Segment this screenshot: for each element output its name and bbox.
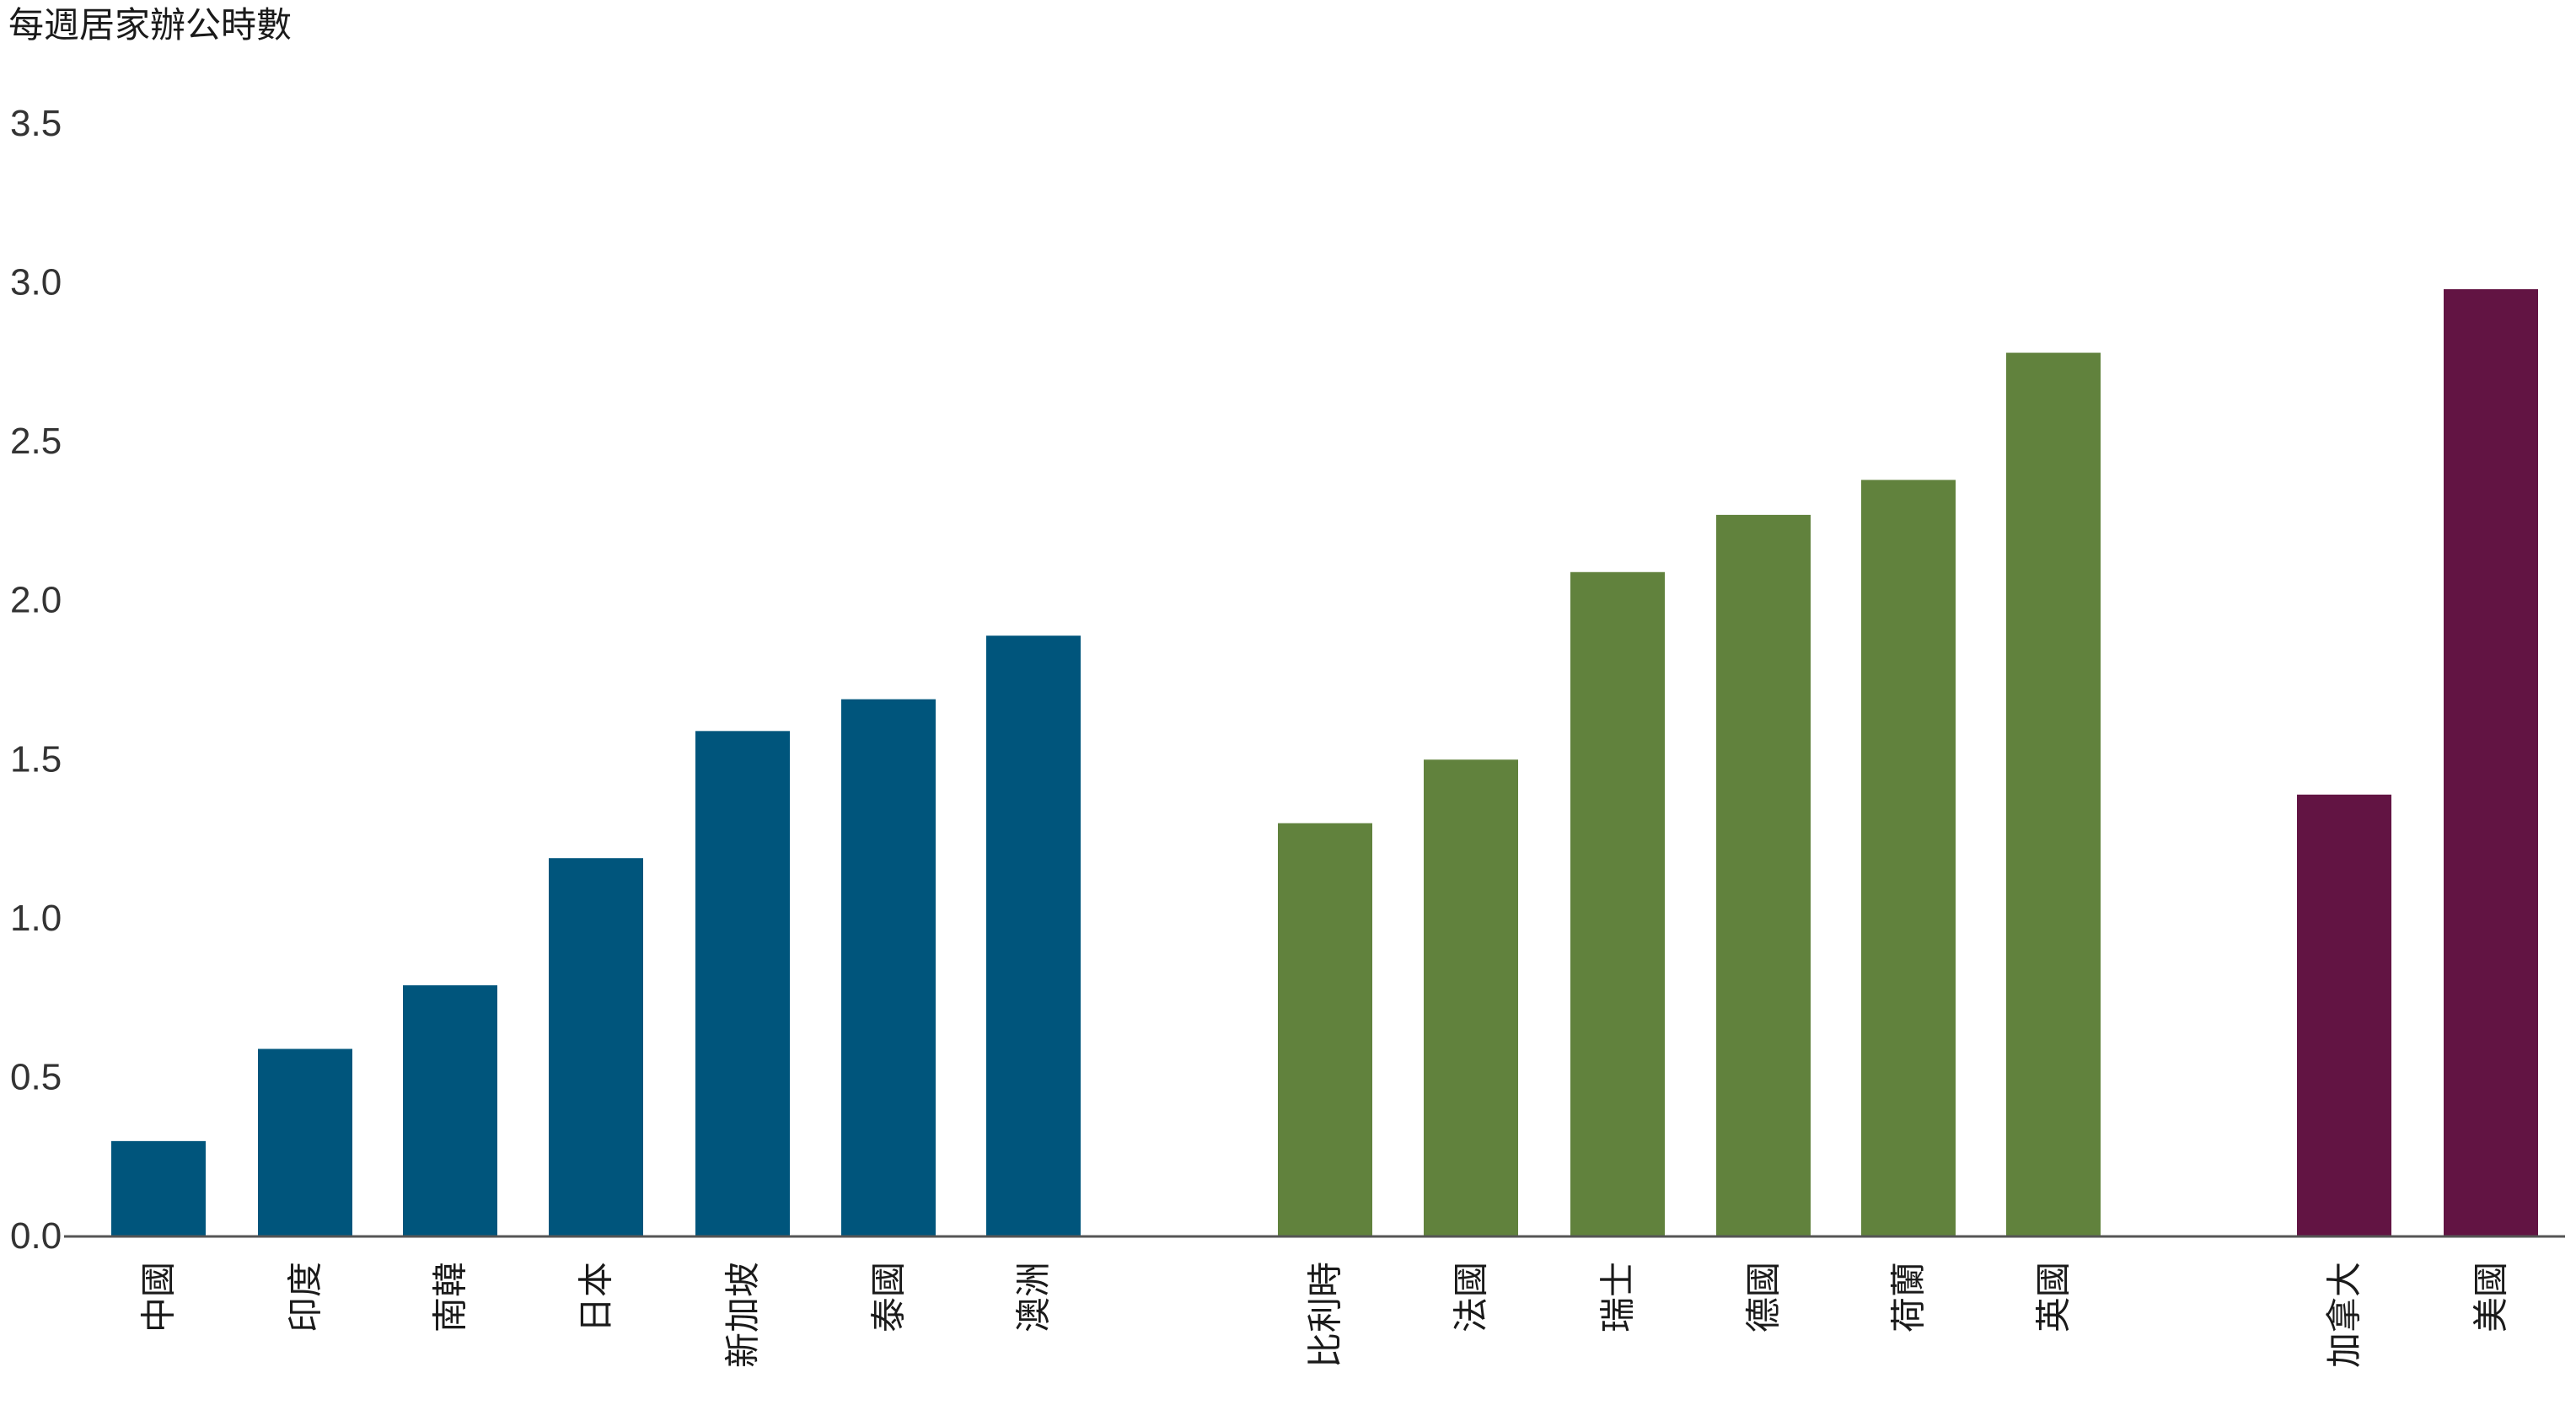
category-label: 比利時 — [1305, 1262, 1346, 1368]
bar — [2297, 794, 2391, 1236]
y-tick-label: 3.5 — [10, 103, 62, 144]
bar — [258, 1048, 352, 1236]
bar — [1570, 571, 1665, 1236]
bar — [1716, 514, 1811, 1236]
category-label: 荷蘭 — [1888, 1262, 1929, 1333]
category-label: 日本 — [576, 1262, 617, 1333]
bar — [2006, 352, 2101, 1236]
bars — [111, 289, 2538, 1237]
bar — [1424, 759, 1518, 1236]
category-label: 南韓 — [430, 1262, 471, 1333]
bar — [2444, 289, 2538, 1237]
bar — [841, 699, 936, 1236]
bar — [1861, 480, 1956, 1236]
y-axis-ticks: 0.0 0.5 1.0 1.5 2.0 2.5 3.0 3.5 — [10, 103, 62, 1257]
bar — [403, 985, 497, 1236]
y-tick-label: 0.0 — [10, 1215, 62, 1257]
category-label: 印度 — [285, 1262, 326, 1333]
bar — [111, 1140, 206, 1236]
y-tick-label: 1.0 — [10, 898, 62, 939]
y-axis-label: 每週居家辦公時數 — [8, 4, 292, 46]
category-label: 瑞士 — [1597, 1262, 1639, 1333]
y-tick-label: 2.5 — [10, 421, 62, 462]
category-label: 德國 — [1743, 1262, 1784, 1333]
y-tick-label: 0.5 — [10, 1056, 62, 1097]
category-label: 美國 — [2471, 1262, 2512, 1333]
category-label: 加拿大 — [2324, 1262, 2365, 1368]
bar — [1278, 823, 1372, 1236]
category-label: 法國 — [1451, 1262, 1492, 1333]
category-label: 澳洲 — [1013, 1262, 1055, 1333]
category-label: 英國 — [2033, 1262, 2074, 1333]
bar — [986, 635, 1081, 1236]
category-label: 中國 — [138, 1262, 180, 1333]
y-tick-label: 2.0 — [10, 580, 62, 621]
category-label: 泰國 — [868, 1262, 910, 1333]
category-label: 新加坡 — [722, 1262, 764, 1368]
bar — [549, 858, 643, 1236]
y-tick-label: 3.0 — [10, 262, 62, 303]
bar — [695, 731, 790, 1236]
category-labels: 中國 印度 南韓 日本 新加坡 泰國 澳洲 比利時 法國 瑞士 德國 荷蘭 英國 加拿大 美國 — [138, 1262, 2512, 1368]
y-tick-label: 1.5 — [10, 738, 62, 780]
